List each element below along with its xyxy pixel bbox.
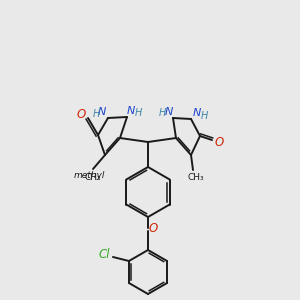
Text: Cl: Cl	[98, 248, 110, 260]
Text: N: N	[165, 107, 173, 117]
Text: H: H	[200, 111, 208, 121]
Text: O: O	[76, 109, 85, 122]
Text: O: O	[148, 221, 158, 235]
Text: H: H	[158, 108, 166, 118]
Text: N: N	[127, 106, 135, 116]
Text: H: H	[134, 108, 142, 118]
Text: methyl: methyl	[73, 172, 105, 181]
Text: N: N	[193, 108, 201, 118]
Text: CH₃: CH₃	[85, 172, 101, 182]
Text: CH₃: CH₃	[188, 172, 204, 182]
Text: H: H	[92, 109, 100, 119]
Text: N: N	[98, 107, 106, 117]
Text: O: O	[214, 136, 224, 149]
